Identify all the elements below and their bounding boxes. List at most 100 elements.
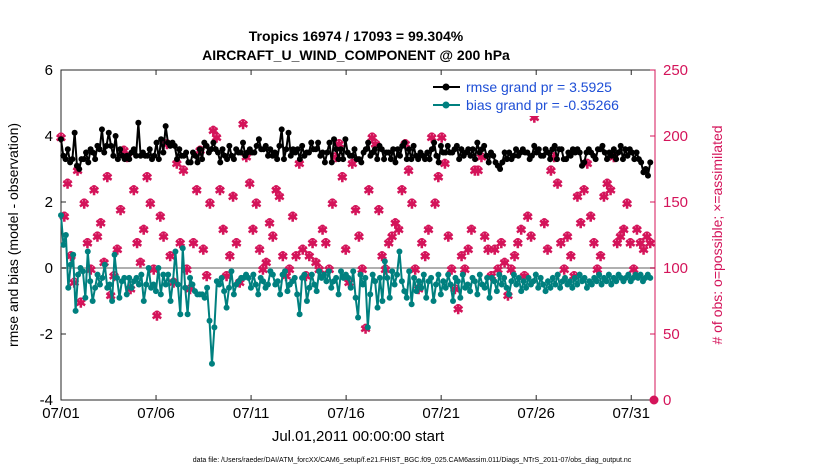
obs-possible-point (348, 158, 356, 167)
obs-assimilated-point: ✱ (496, 236, 507, 251)
obs-possible-point (262, 257, 270, 266)
bias-point (391, 281, 398, 288)
rmse-point (96, 146, 103, 153)
obs-assimilated-point: ✱ (519, 269, 530, 284)
obs-assimilated-point: ✱ (542, 243, 553, 258)
obs-assimilated-point: ✱ (549, 150, 560, 165)
rmse-point (349, 152, 356, 159)
rmse-point (85, 159, 92, 166)
y-tick-label-left: 2 (45, 194, 53, 211)
obs-assimilated-point: ✱ (75, 295, 86, 310)
bias-point (413, 288, 420, 295)
obs-final-point (649, 395, 659, 405)
rmse-point (535, 146, 542, 153)
bias-point (311, 281, 318, 288)
rmse-point (294, 146, 301, 153)
obs-possible-point (388, 231, 396, 239)
bias-point (430, 298, 437, 304)
bias-point (170, 278, 177, 285)
obs-possible-point (265, 218, 274, 226)
obs-possible-point (322, 237, 330, 246)
bias-point (60, 241, 67, 248)
bias-point (515, 274, 522, 281)
rmse-point (467, 152, 474, 159)
obs-possible-point (600, 191, 608, 200)
rmse-point (285, 129, 292, 136)
rmse-point (483, 152, 490, 159)
rmse-point (199, 156, 206, 163)
rmse-point (251, 149, 258, 156)
rmse-point (610, 146, 617, 153)
obs-assimilated-point: ✱ (582, 157, 593, 172)
obs-possible-point (524, 211, 532, 219)
bias-point (457, 294, 464, 301)
bias-point (603, 278, 610, 285)
rmse-point (458, 146, 465, 153)
obs-possible-point (411, 264, 419, 272)
bias-point (408, 301, 415, 308)
obs-possible-point (143, 171, 151, 180)
obs-possible-point (474, 165, 482, 173)
bias-point (335, 291, 342, 298)
rmse-point (194, 159, 201, 166)
rmse-point (192, 152, 199, 159)
obs-assimilated-point: ✱ (62, 177, 73, 192)
rmse-point (299, 142, 306, 149)
bias-point (450, 298, 457, 304)
obs-assimilated-point: ✱ (317, 223, 328, 238)
obs-assimilated-point: ✱ (529, 111, 540, 126)
rmse-point (426, 156, 433, 163)
obs-possible-point (497, 237, 505, 246)
obs-possible-point (83, 237, 92, 246)
bias-point (282, 268, 289, 275)
rmse-point (401, 139, 408, 146)
rmse-point (581, 159, 588, 166)
obs-assimilated-point: ✱ (214, 183, 225, 198)
obs-assimilated-point: ✱ (545, 163, 556, 178)
bias-point (574, 281, 581, 288)
legend-rmse-label: rmse grand pr = 3.5925 (466, 79, 612, 95)
bias-point (420, 271, 427, 278)
obs-possible-point (517, 224, 525, 233)
rmse-point (146, 146, 153, 153)
bias-point (333, 274, 340, 281)
obs-assimilated-point: ✱ (165, 249, 176, 264)
rmse-point (631, 156, 638, 163)
bias-point (70, 251, 77, 258)
bias-point (394, 271, 401, 278)
rmse-point (351, 146, 358, 153)
obs-assimilated-point: ✱ (304, 249, 315, 264)
bias-point (396, 248, 403, 255)
obs-possible-point (491, 244, 499, 252)
bias-point (525, 274, 532, 281)
rmse-point (171, 142, 178, 149)
obs-assimilated-point: ✱ (112, 243, 123, 258)
obs-possible-point (176, 237, 184, 246)
obs-assimilated-point: ✱ (589, 236, 600, 251)
obs-assimilated-point: ✱ (522, 210, 533, 225)
bias-point (503, 284, 510, 291)
rmse-point (608, 152, 615, 159)
bias-point (625, 271, 632, 278)
obs-assimilated-point: ✱ (585, 210, 596, 225)
obs-assimilated-point: ✱ (205, 196, 216, 211)
obs-assimilated-point: ✱ (145, 196, 156, 211)
obs-assimilated-point: ✱ (188, 236, 199, 251)
bias-point (381, 258, 388, 265)
rmse-point (576, 149, 583, 156)
bias-point (94, 271, 101, 278)
rmse-point (130, 146, 137, 153)
rmse-point (365, 139, 372, 146)
obs-possible-point (527, 231, 535, 239)
obs-assimilated-point: ✱ (446, 262, 457, 277)
bias-point (537, 274, 544, 281)
bias-point (566, 278, 573, 285)
obs-assimilated-point: ✱ (506, 262, 517, 277)
obs-assimilated-point: ✱ (284, 262, 295, 277)
bias-point (374, 304, 381, 311)
obs-assimilated-point: ✱ (420, 249, 431, 264)
bias-point (432, 281, 439, 288)
bias-point (445, 271, 452, 278)
rmse-point (237, 149, 244, 156)
bias-point (204, 284, 211, 291)
